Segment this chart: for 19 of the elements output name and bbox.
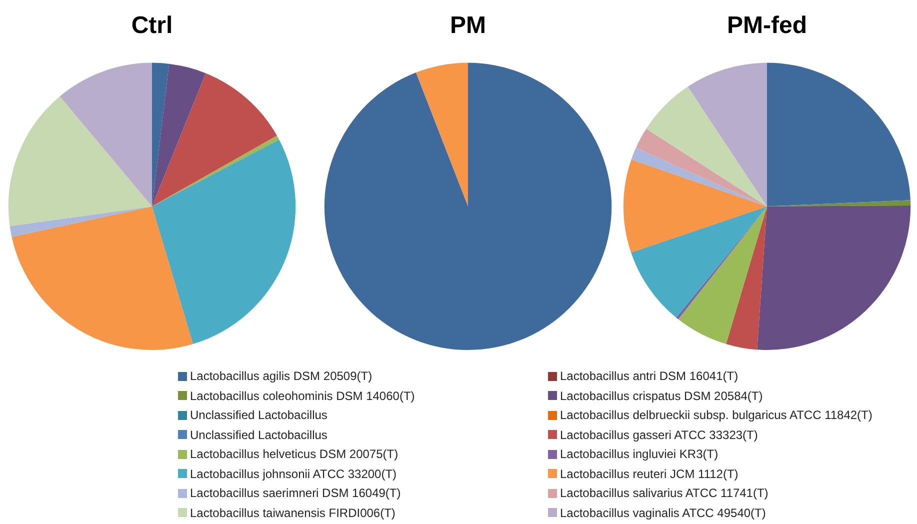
legend-label: Lactobacillus taiwanensis FIRDI006(T) [190, 506, 396, 520]
legend-label: Lactobacillus crispatus DSM 20584(T) [560, 388, 763, 402]
legend-label: Unclassified Lactobacillus [190, 408, 328, 422]
legend-label: Lactobacillus reuteri JCM 1112(T) [560, 466, 738, 480]
legend-label: Lactobacillus salivarius ATCC 11741(T) [560, 486, 768, 500]
legend-label: Lactobacillus delbrueckii subsp. bulgaricus ATCC 11842(T) [560, 408, 872, 422]
chart-title: Ctrl [131, 12, 173, 40]
legend-label: Lactobacillus saerimneri DSM 16049(T) [190, 486, 401, 500]
legend-label: Lactobacillus antri DSM 16041(T) [560, 369, 738, 383]
legend-label: Unclassified Lactobacillus [190, 428, 328, 442]
legend-label: Lactobacillus coleohominis DSM 14060(T) [190, 388, 415, 402]
legend-label: Lactobacillus agilis DSM 20509(T) [190, 369, 372, 383]
legend-label: Lactobacillus gasseri ATCC 33323(T) [560, 428, 758, 442]
chart-title: PM-fed [727, 12, 807, 40]
legend-label: Lactobacillus johnsonii ATCC 33200(T) [190, 466, 397, 480]
chart-title: PM [450, 12, 486, 40]
legend-label: Lactobacillus helveticus DSM 20075(T) [190, 447, 398, 461]
legend-label: Lactobacillus ingluviei KR3(T) [560, 447, 718, 461]
legend-label: Lactobacillus vaginalis ATCC 49540(T) [560, 506, 766, 520]
